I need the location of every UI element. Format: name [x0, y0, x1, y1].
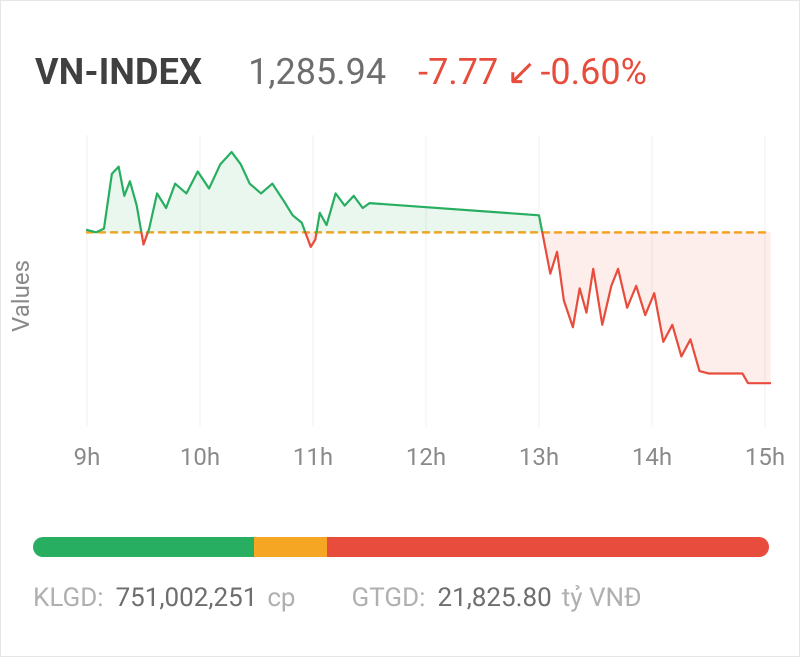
volume-unit: cp	[267, 583, 295, 613]
stats-row: KLGD: 751,002,251 cp GTGD: 21,825.80 tỷ …	[33, 583, 771, 613]
index-value: 1,285.94	[248, 51, 386, 93]
stock-panel: VN-INDEX 1,285.94 -7.77↙-0.60% Values 9h…	[0, 0, 800, 657]
ratio-segment	[254, 537, 328, 557]
index-name: VN-INDEX	[35, 51, 202, 93]
x-tick: 13h	[519, 443, 559, 471]
header-row: VN-INDEX 1,285.94 -7.77↙-0.60%	[35, 51, 771, 93]
x-tick: 10h	[180, 443, 220, 471]
x-tick: 12h	[406, 443, 446, 471]
x-tick: 11h	[293, 443, 333, 471]
turnover-label: GTGD:	[352, 583, 426, 613]
turnover-unit: tỷ VNĐ	[562, 583, 642, 613]
y-axis-label: Values	[7, 260, 35, 332]
index-change: -7.77↙-0.60%	[418, 51, 647, 93]
ratio-segment	[327, 537, 769, 557]
turnover-value: 21,825.80	[437, 583, 551, 613]
volume-label: KLGD:	[33, 583, 104, 613]
change-percent: -0.60%	[540, 51, 647, 93]
x-tick: 14h	[632, 443, 672, 471]
x-tick: 9h	[74, 443, 101, 471]
volume-value: 751,002,251	[116, 583, 258, 613]
price-chart	[81, 131, 771, 431]
ratio-segment	[33, 537, 254, 557]
chart-area: Values 9h10h11h12h13h14h15h	[29, 131, 771, 461]
change-points: -7.77	[418, 51, 498, 93]
trend-down-icon: ↙	[506, 51, 536, 93]
advance-decline-bar	[33, 537, 769, 557]
x-tick: 15h	[745, 443, 785, 471]
